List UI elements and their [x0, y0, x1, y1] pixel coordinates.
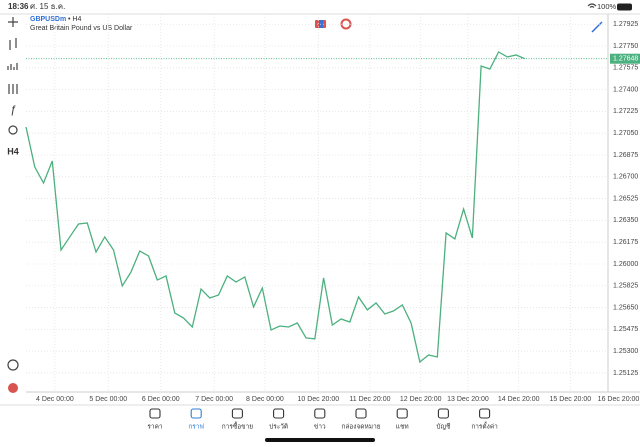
tab-icon[interactable] [190, 408, 202, 419]
timeframe-tool[interactable]: H4 [7, 146, 19, 156]
y-tick-label: 1.25125 [613, 370, 638, 377]
objects-tool[interactable] [8, 125, 18, 135]
status-date: ศ. 15 ธ.ค. [30, 2, 65, 11]
x-tick-label: 4 Dec 00:00 [36, 396, 74, 403]
current-price-label: 1.27648 [613, 56, 638, 63]
tab-bar: ราคา กราฟ การซื้อขาย ประวัติ ข่าว กล่องจดหมาย… [147, 408, 498, 431]
tab-icon[interactable] [273, 408, 285, 419]
chart-type-tool[interactable] [9, 38, 17, 50]
tab-icon[interactable] [355, 408, 367, 419]
x-tick-label: 8 Dec 00:00 [246, 396, 284, 403]
y-tick-label: 1.27050 [613, 130, 638, 137]
tab-icon[interactable] [479, 408, 491, 419]
y-tick-label: 1.27400 [613, 86, 638, 93]
crosshair-tool[interactable] [8, 17, 18, 27]
y-tick-label: 1.25650 [613, 304, 638, 311]
battery-icon [617, 3, 632, 11]
y-tick-label: 1.26875 [613, 152, 638, 159]
tab-label[interactable]: ข่าว [314, 424, 326, 431]
settings-tool[interactable] [8, 84, 18, 94]
x-tick-label: 7 Dec 00:00 [195, 396, 233, 403]
x-tick-label: 6 Dec 00:00 [142, 396, 180, 403]
x-tick-label: 16 Dec 20:00 [598, 396, 640, 403]
tab-label[interactable]: บัญชี [436, 423, 451, 431]
x-tick-label: 10 Dec 20:00 [297, 396, 339, 403]
symbol[interactable]: GBPUSDm [30, 16, 66, 23]
function-tool[interactable]: ƒ [10, 104, 16, 116]
x-tick-label: 15 Dec 20:00 [550, 396, 592, 403]
x-tick-label: 14 Dec 20:00 [498, 396, 540, 403]
home-indicator [265, 438, 375, 442]
y-tick-label: 1.26700 [613, 174, 638, 181]
search-tool[interactable] [7, 359, 19, 371]
y-tick-label: 1.27925 [613, 21, 638, 28]
draw-tool[interactable] [591, 21, 603, 33]
y-tick-label: 1.26525 [613, 195, 638, 202]
y-tick-label: 1.26000 [613, 261, 638, 268]
tab-icon[interactable] [396, 408, 408, 419]
tab-icon[interactable] [149, 408, 161, 419]
wifi-icon [587, 3, 597, 8]
volume-tool[interactable] [7, 63, 18, 70]
x-tick-label: 13 Dec 20:00 [447, 396, 489, 403]
tab-label[interactable]: การซื้อขาย [222, 422, 253, 431]
tab-label[interactable]: กล่องจดหมาย [341, 424, 380, 431]
tab-label[interactable]: กราฟ [188, 424, 204, 431]
tab-icon[interactable] [314, 408, 326, 419]
y-tick-label: 1.25475 [613, 326, 638, 333]
x-tick-label: 5 Dec 00:00 [89, 396, 127, 403]
status-battery: 100% [597, 2, 617, 11]
plot-area: 1.27925 1.27750 1.27575 1.27400 1.27225 1.270… [25, 14, 640, 403]
tab-icon[interactable] [437, 408, 449, 419]
price-line [25, 51, 526, 364]
tab-icon[interactable] [231, 408, 243, 419]
y-tick-label: 1.25300 [613, 348, 638, 355]
x-tick-label: 11 Dec 20:00 [349, 396, 390, 403]
tab-label[interactable]: ราคา [147, 424, 162, 431]
y-tick-label: 1.26175 [613, 239, 638, 246]
x-tick-label: 12 Dec 20:00 [400, 396, 442, 403]
status-time: 18:36 [8, 2, 29, 11]
current-price-box [610, 53, 640, 64]
tab-label[interactable]: การตั้งค่า [471, 422, 498, 431]
y-tick-label: 1.27575 [613, 65, 638, 72]
y-tick-label: 1.27225 [613, 108, 638, 115]
timeframe-label: • H4 [68, 16, 81, 23]
tab-label[interactable]: แชท [396, 424, 409, 431]
y-tick-label: 1.25825 [613, 283, 638, 290]
y-tick-label: 1.27750 [613, 43, 638, 50]
tab-label[interactable]: ประวัติ [269, 423, 288, 431]
symbol-description: Great Britain Pound vs US Dollar [30, 25, 133, 32]
y-tick-label: 1.26350 [613, 217, 638, 224]
side-toolbar: ƒ H4 [7, 17, 19, 393]
account-tool[interactable] [8, 383, 18, 393]
